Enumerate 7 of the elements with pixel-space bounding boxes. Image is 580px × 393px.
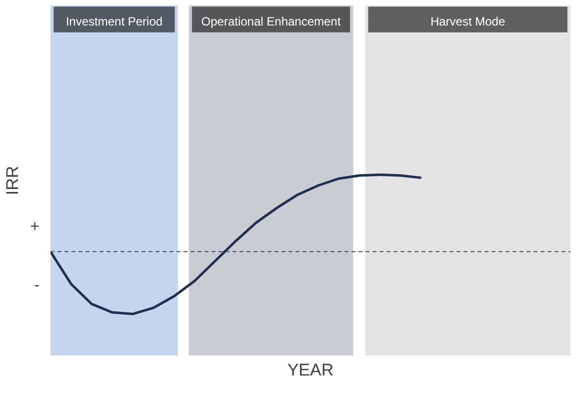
text: Harvest Mode [430, 14, 506, 29]
text: + [30, 218, 40, 236]
text: Operational Enhancement [201, 14, 342, 29]
text: - [34, 276, 40, 294]
text: Investment Period [66, 14, 163, 29]
y-axis-title: IRR [3, 166, 22, 196]
x-axis-title: YEAR [287, 360, 334, 380]
